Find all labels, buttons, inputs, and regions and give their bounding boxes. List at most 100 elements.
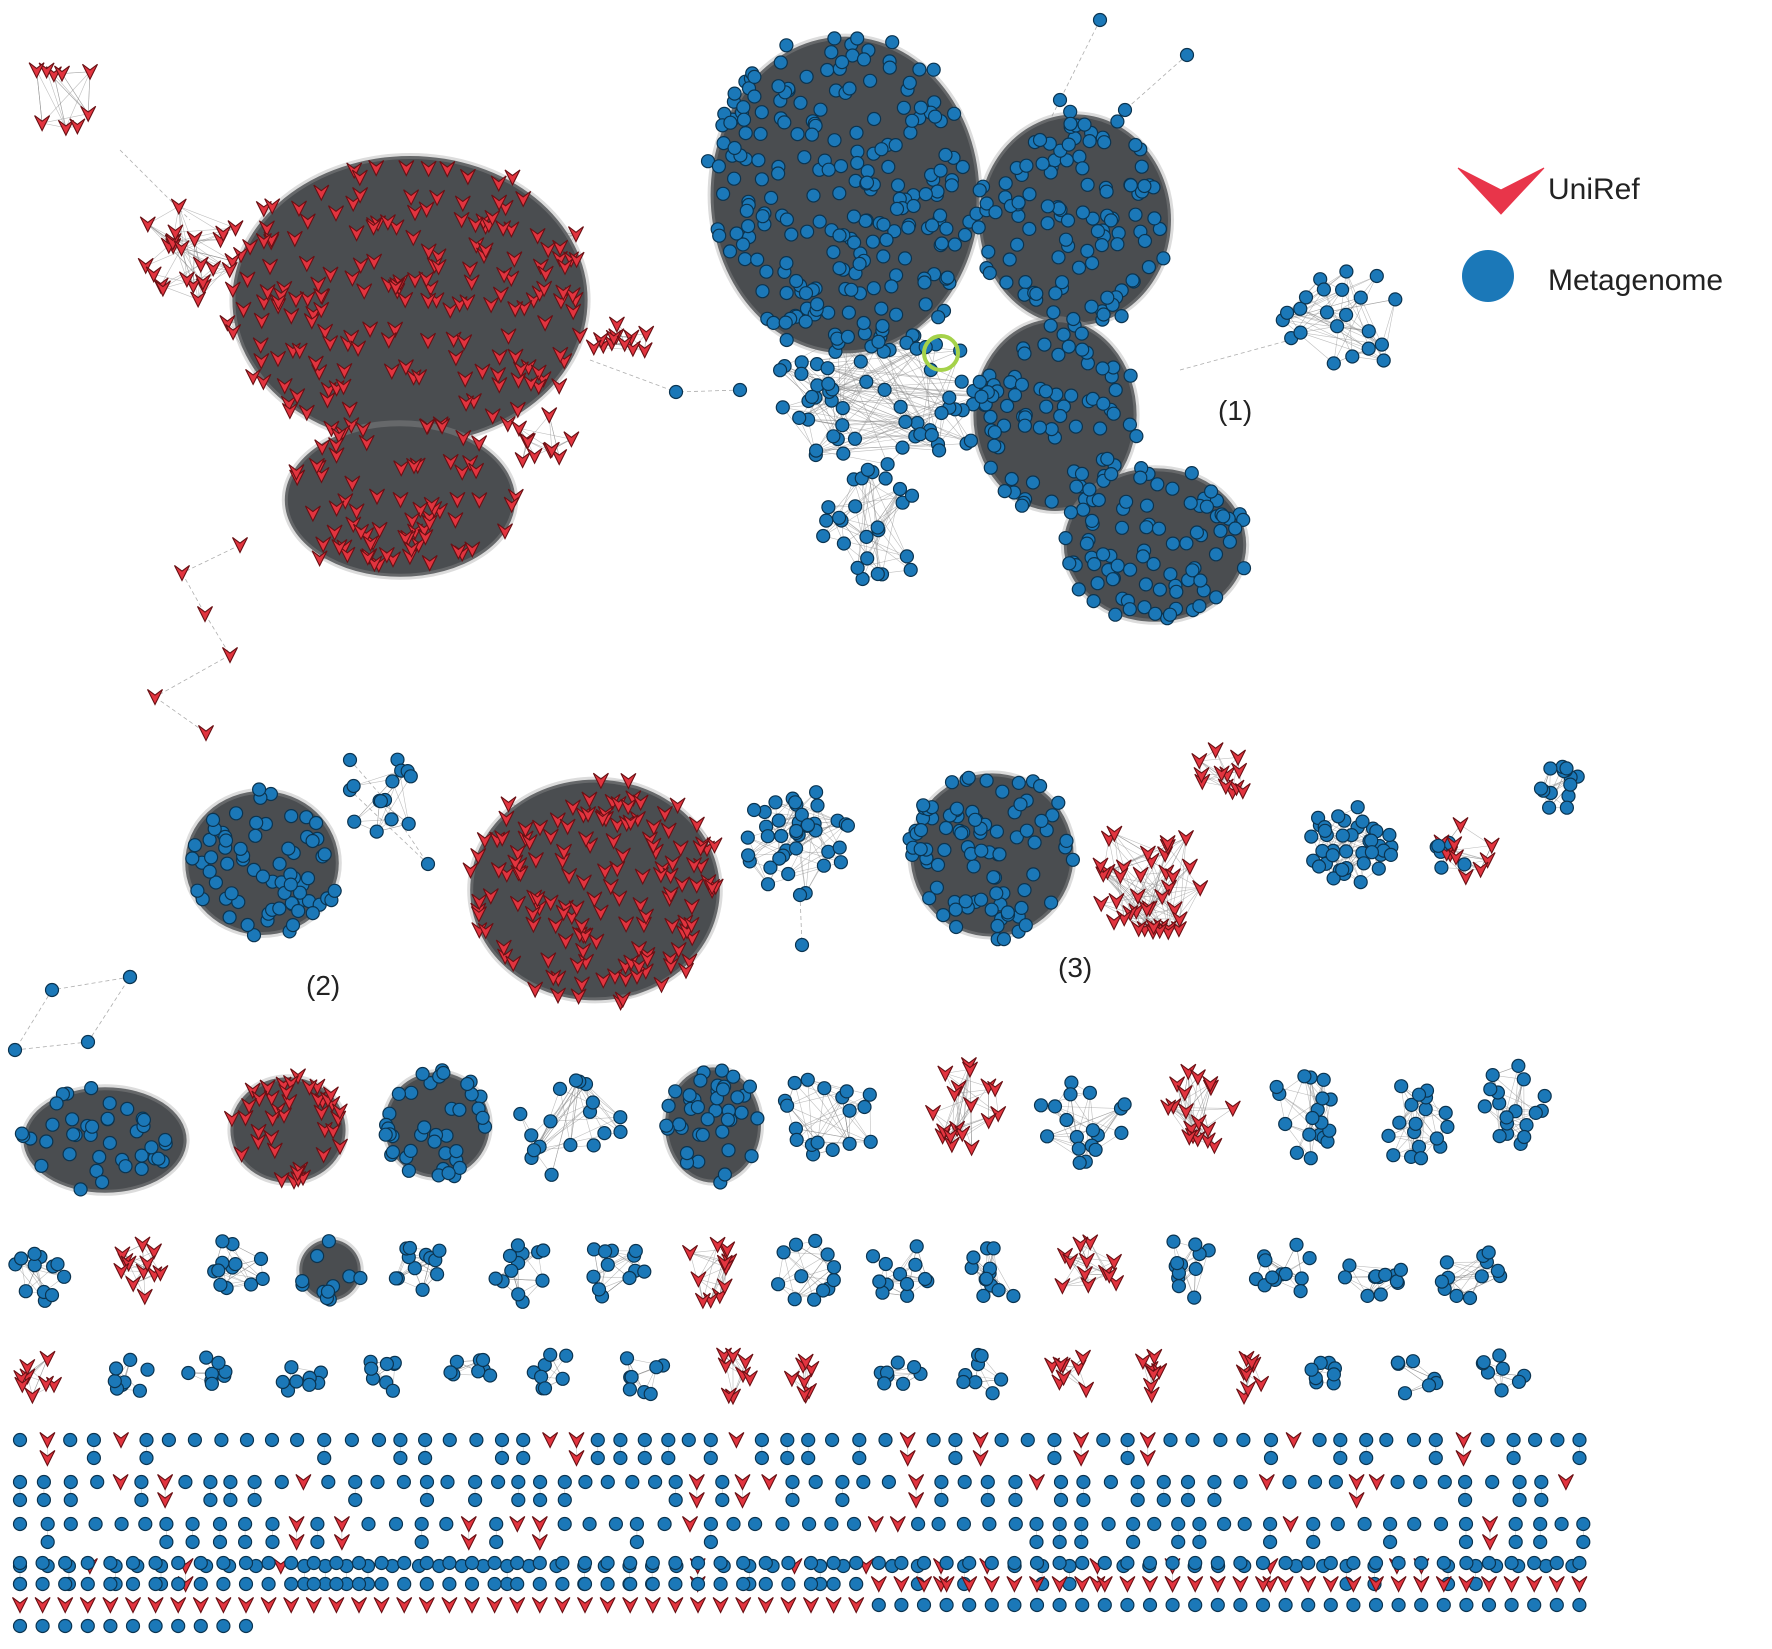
uniref-node bbox=[506, 251, 523, 268]
similarity-edge bbox=[154, 696, 207, 734]
uniref-node bbox=[638, 325, 655, 343]
uniref-node bbox=[54, 65, 70, 83]
similarity-edge bbox=[1282, 319, 1334, 364]
metagenome-node bbox=[804, 127, 820, 142]
similarity-edge bbox=[1186, 1108, 1233, 1112]
uniref-node bbox=[379, 214, 396, 231]
similarity-edge bbox=[518, 428, 572, 440]
similarity-edge bbox=[794, 1254, 828, 1300]
similarity-edge bbox=[794, 1082, 865, 1108]
metagenome-node bbox=[726, 171, 742, 186]
uniref-node bbox=[477, 242, 494, 260]
metagenome-node bbox=[927, 109, 943, 124]
uniref-node bbox=[537, 315, 554, 332]
similarity-edge bbox=[795, 1094, 870, 1129]
uniref-node bbox=[369, 488, 385, 506]
similarity-edge bbox=[1179, 339, 1291, 371]
similarity-edge bbox=[877, 488, 901, 528]
uniref-node bbox=[291, 200, 307, 218]
similarity-edge bbox=[829, 346, 926, 393]
uniref-node bbox=[253, 353, 270, 370]
metagenome-node bbox=[735, 237, 751, 252]
uniref-node bbox=[313, 184, 330, 202]
uniref-node bbox=[315, 536, 332, 554]
similarity-edge bbox=[783, 1252, 796, 1300]
uniref-node bbox=[304, 505, 321, 523]
similarity-edge bbox=[857, 469, 869, 568]
similarity-edge bbox=[816, 443, 938, 451]
similarity-edge bbox=[178, 206, 224, 234]
metagenome-node bbox=[917, 275, 932, 290]
uniref-node bbox=[423, 496, 440, 514]
uniref-node bbox=[449, 491, 466, 509]
similarity-edge bbox=[1054, 1106, 1122, 1134]
similarity-edge bbox=[87, 976, 131, 1043]
similarity-edge bbox=[1287, 312, 1338, 327]
uniref-node bbox=[536, 280, 553, 298]
metagenome-node bbox=[736, 100, 751, 115]
similarity-edge bbox=[1124, 917, 1180, 920]
uniref-node bbox=[255, 373, 272, 391]
metagenome-node bbox=[821, 162, 836, 177]
similarity-edge bbox=[799, 348, 917, 419]
similarity-edge bbox=[349, 789, 429, 865]
metagenome-node bbox=[934, 236, 949, 251]
similarity-edge bbox=[854, 391, 988, 440]
similarity-edge bbox=[1076, 1092, 1091, 1138]
similarity-edge bbox=[181, 572, 206, 615]
uniref-node bbox=[551, 250, 568, 268]
metagenome-node bbox=[874, 142, 889, 157]
similarity-edge bbox=[1342, 835, 1361, 883]
similarity-edge bbox=[788, 851, 829, 875]
uniref-node bbox=[346, 162, 363, 180]
uniref-node bbox=[495, 220, 512, 237]
metagenome-node bbox=[812, 214, 827, 229]
uniref-node bbox=[328, 500, 345, 518]
uniref-node bbox=[288, 464, 305, 481]
uniref-node bbox=[227, 220, 244, 237]
uniref-node bbox=[371, 521, 388, 539]
dense-cluster-fills bbox=[20, 33, 1250, 1304]
similarity-edge bbox=[1446, 1262, 1498, 1272]
similarity-edge bbox=[787, 824, 846, 875]
similarity-edge bbox=[832, 389, 982, 398]
uniref-node bbox=[28, 62, 45, 79]
similarity-edge bbox=[36, 70, 43, 124]
metagenome-node bbox=[827, 31, 842, 46]
metagenome-node bbox=[858, 213, 873, 228]
metagenome-node bbox=[727, 86, 742, 101]
uniref-node bbox=[616, 335, 633, 353]
uniref-node bbox=[57, 119, 74, 137]
similarity-edge bbox=[932, 1088, 996, 1114]
uniref-node bbox=[235, 301, 252, 319]
uniref-node bbox=[529, 227, 546, 245]
metagenome-node bbox=[903, 125, 918, 140]
uniref-node bbox=[456, 334, 473, 351]
similarity-edge bbox=[533, 1081, 580, 1151]
uniref-node bbox=[555, 284, 572, 302]
similarity-edge bbox=[119, 149, 191, 221]
metagenome-node bbox=[729, 226, 744, 241]
similarity-edge bbox=[1059, 19, 1101, 101]
uniref-node bbox=[359, 549, 376, 566]
metagenome-node bbox=[755, 209, 770, 224]
uniref-node bbox=[276, 377, 293, 395]
uniref-node bbox=[317, 323, 334, 341]
uniref-node bbox=[380, 332, 397, 349]
similarity-edge bbox=[36, 70, 67, 128]
uniref-node bbox=[507, 488, 524, 506]
similarity-edge bbox=[1123, 867, 1180, 920]
similarity-edge bbox=[1399, 1112, 1446, 1123]
uniref-node bbox=[541, 407, 558, 424]
similarity-edge bbox=[14, 989, 53, 1051]
uniref-node bbox=[341, 401, 358, 419]
similarity-edge bbox=[353, 770, 402, 787]
uniref-node bbox=[205, 260, 222, 278]
uniref-node bbox=[514, 452, 531, 469]
uniref-node bbox=[457, 371, 474, 388]
similarity-edge bbox=[866, 381, 906, 423]
uniref-node bbox=[398, 160, 415, 177]
metagenome-node bbox=[779, 212, 795, 227]
uniref-node bbox=[137, 257, 154, 275]
uniref-node bbox=[417, 529, 434, 546]
